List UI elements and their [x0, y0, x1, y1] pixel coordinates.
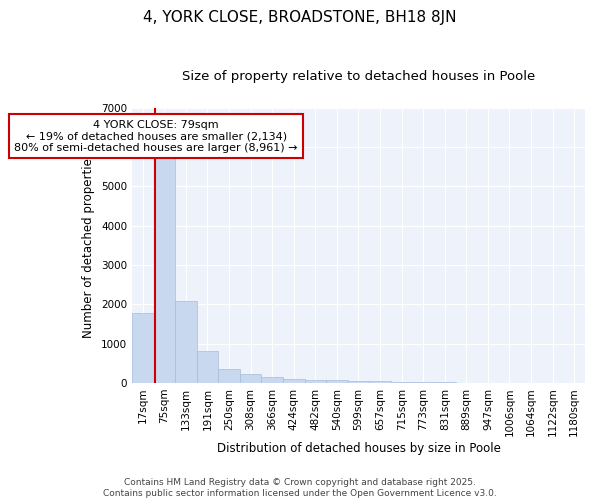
Bar: [369, 382, 391, 383]
Bar: [391, 382, 412, 383]
Title: Size of property relative to detached houses in Poole: Size of property relative to detached ho…: [182, 70, 535, 83]
Bar: [154, 154, 175, 383]
Bar: [132, 313, 154, 383]
Text: Contains HM Land Registry data © Crown copyright and database right 2025.
Contai: Contains HM Land Registry data © Crown c…: [103, 478, 497, 498]
Text: 4 YORK CLOSE: 79sqm
← 19% of detached houses are smaller (2,134)
80% of semi-det: 4 YORK CLOSE: 79sqm ← 19% of detached ho…: [14, 120, 298, 153]
Bar: [412, 382, 434, 383]
Bar: [347, 381, 369, 383]
Bar: [218, 369, 240, 383]
Bar: [305, 380, 326, 383]
Bar: [240, 374, 262, 383]
Text: 4, YORK CLOSE, BROADSTONE, BH18 8JN: 4, YORK CLOSE, BROADSTONE, BH18 8JN: [143, 10, 457, 25]
Bar: [262, 376, 283, 383]
Bar: [197, 351, 218, 383]
Bar: [175, 302, 197, 383]
X-axis label: Distribution of detached houses by size in Poole: Distribution of detached houses by size …: [217, 442, 500, 455]
Bar: [326, 380, 347, 383]
Y-axis label: Number of detached properties: Number of detached properties: [82, 152, 95, 338]
Bar: [283, 378, 305, 383]
